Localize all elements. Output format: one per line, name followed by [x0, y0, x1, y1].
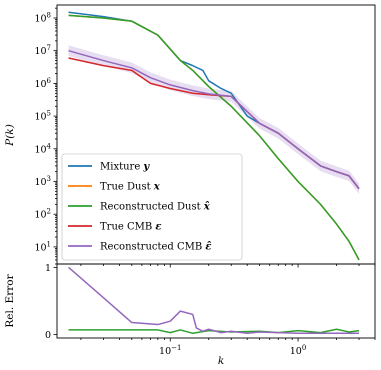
y-tick-label-6: 107 [34, 44, 51, 57]
error-y-tick-label-1: 1 [45, 263, 51, 274]
y-tick-label-1: 102 [34, 208, 51, 221]
y-axis-label-error: Rel. Error [4, 273, 16, 327]
x-tick-label-0: 10−1 [159, 344, 181, 357]
legend-label-3: True CMB ε [100, 222, 162, 233]
error-frame [56, 263, 376, 339]
y-axis-label-spectrum: P(k) [4, 124, 16, 147]
legend-label-0: Mixture y [100, 162, 150, 173]
spectrum-plot-area [68, 11, 360, 261]
uncertainty-band-4 [68, 45, 360, 195]
y-tick-label-3: 104 [34, 142, 51, 155]
series-line-4 [68, 49, 360, 190]
legend-label-2: Reconstructed Dust x̂ [100, 202, 211, 213]
y-tick-label-7: 108 [34, 12, 51, 25]
error-y-tick-label-0: 0 [45, 330, 51, 341]
legend-label-4: Reconstructed CMB ε̂ [100, 242, 212, 253]
x-axis-label: k [218, 355, 224, 367]
legend-box [61, 153, 243, 261]
y-tick-label-4: 105 [34, 110, 51, 123]
y-tick-label-5: 106 [34, 77, 51, 90]
y-tick-label-2: 103 [34, 175, 51, 188]
series-line-2 [68, 14, 360, 261]
y-tick-label-0: 101 [34, 240, 51, 253]
x-tick-label-1: 100 [290, 344, 307, 357]
error-plot-area [68, 266, 360, 335]
legend-label-1: True Dust x [100, 182, 161, 193]
error-line-1 [68, 266, 360, 335]
